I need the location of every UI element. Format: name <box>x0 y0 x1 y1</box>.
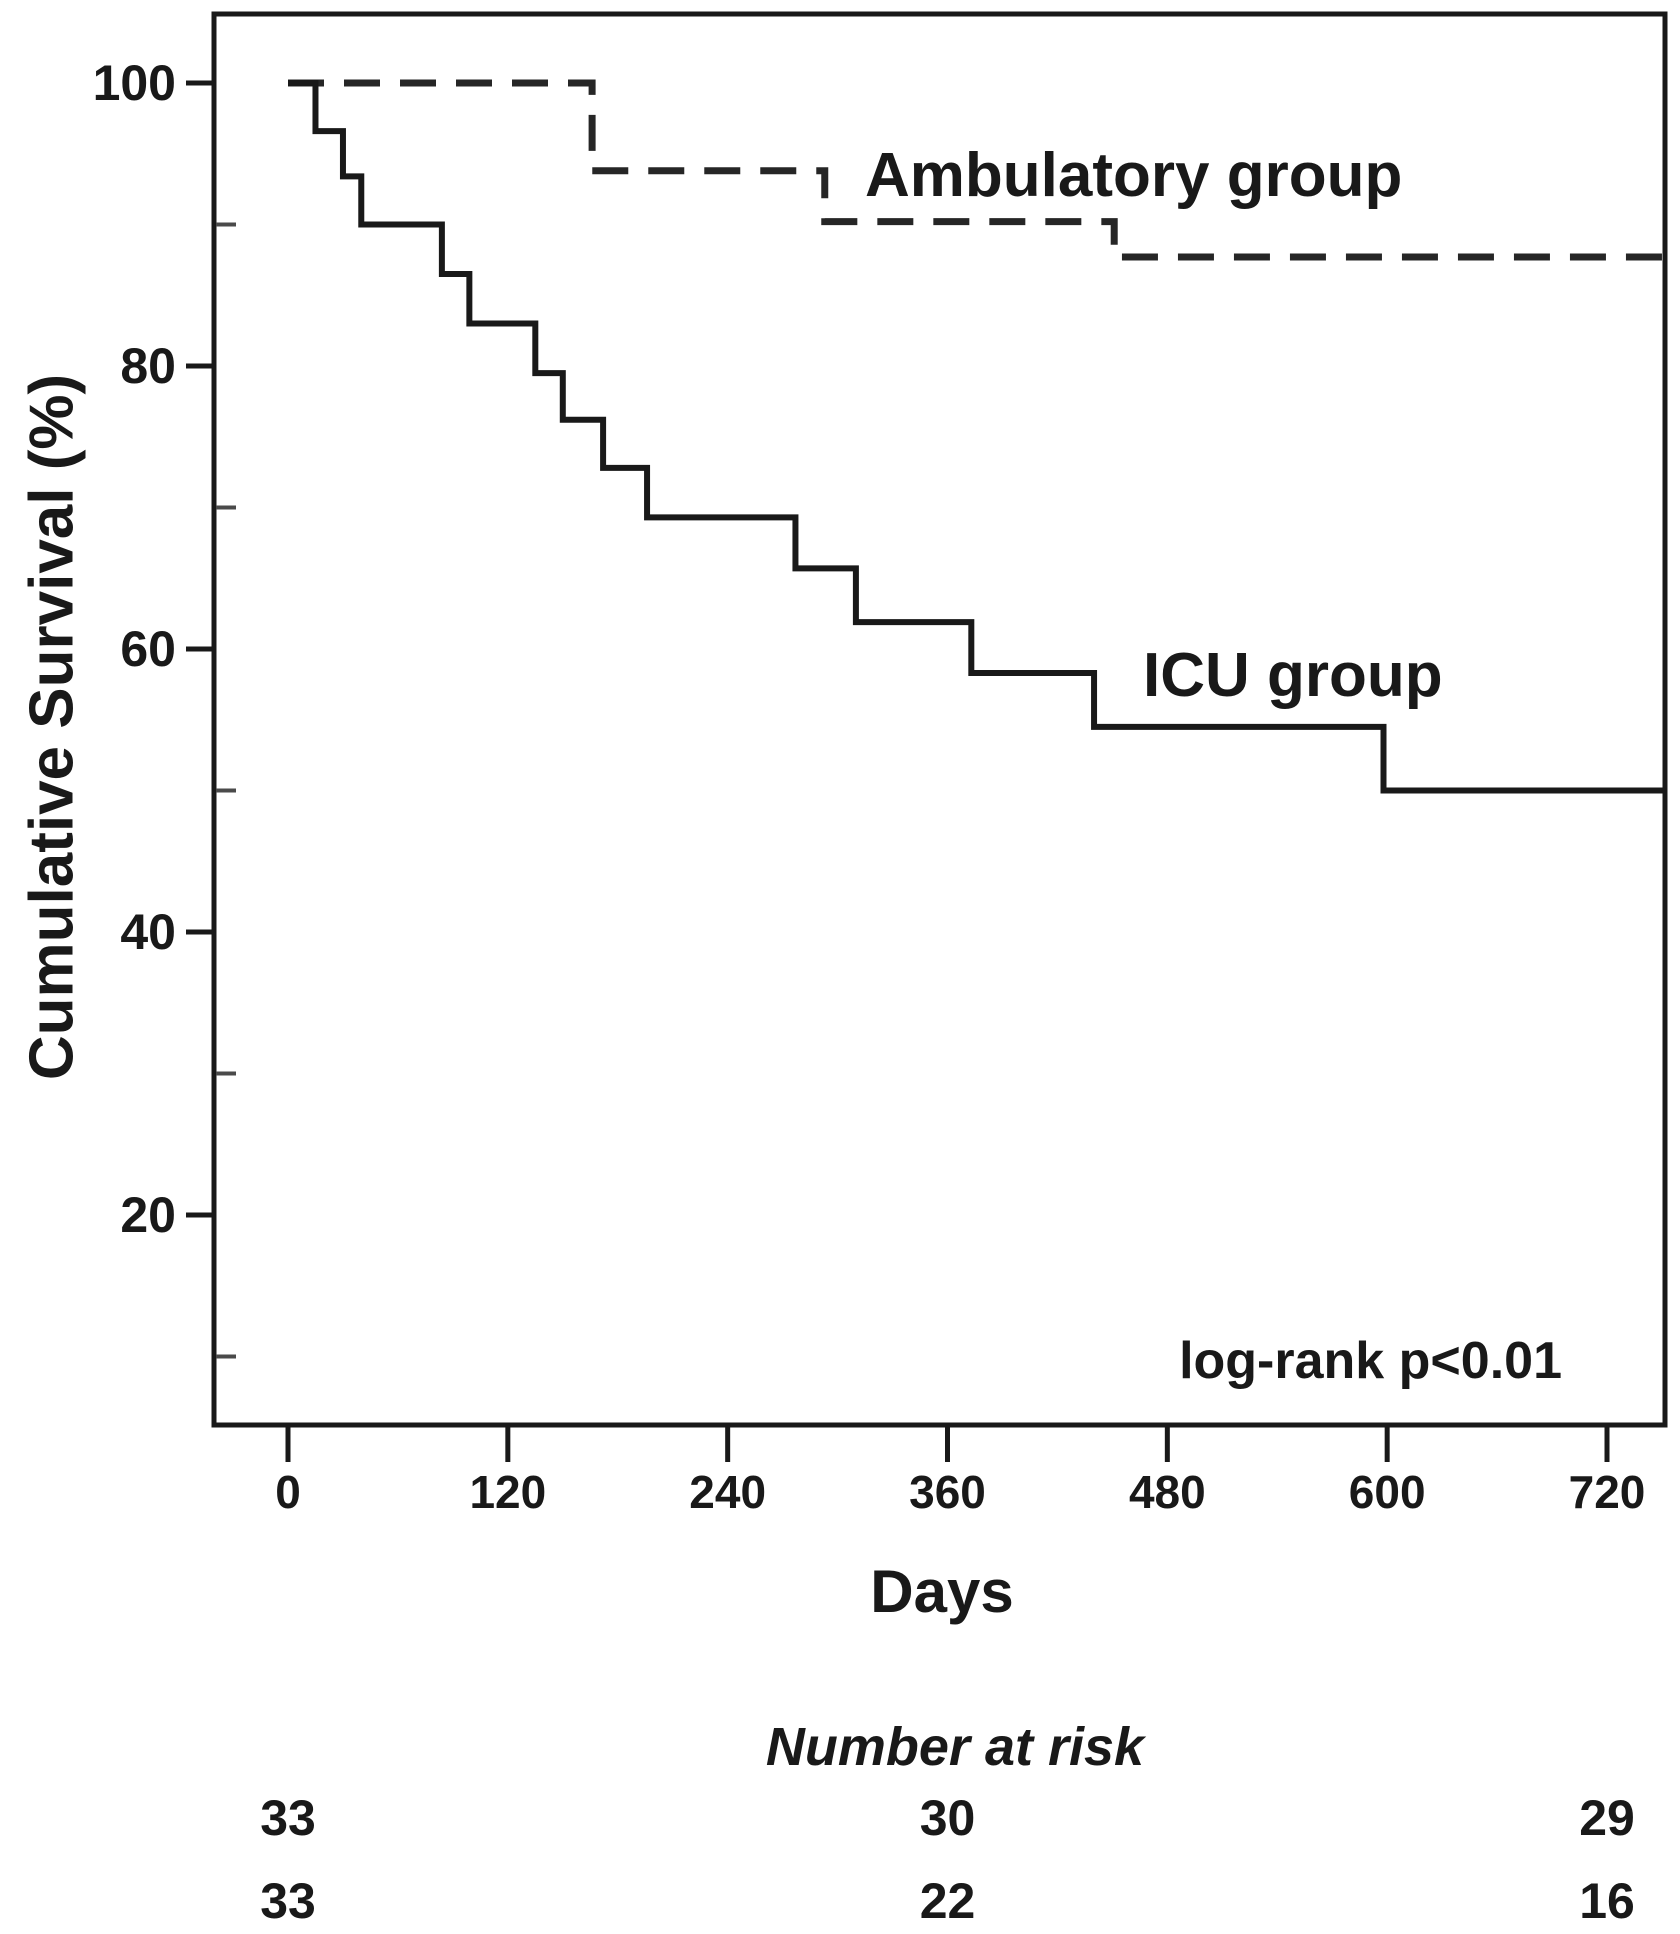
y-axis-minor-ticks <box>216 222 236 1359</box>
y-tick-label-100: 100 <box>93 55 176 111</box>
ambulatory-curve-label: Ambulatory group <box>865 141 1402 210</box>
x-tick-label-720: 720 <box>1569 1466 1646 1518</box>
x-tick-label-240: 240 <box>689 1466 766 1518</box>
risk-table-title: Number at risk <box>766 1717 1147 1777</box>
x-tick-label-0: 0 <box>275 1466 301 1518</box>
plot-box <box>211 11 1668 1428</box>
y-tick-label-60: 60 <box>120 621 176 677</box>
icu-curve-label: ICU group <box>1143 641 1443 710</box>
risk-count-row1-day0: 33 <box>260 1790 316 1846</box>
x-axis-major-ticks: 0 120 240 360 480 600 720 <box>275 1425 1645 1518</box>
y-tick-label-40: 40 <box>120 904 176 960</box>
x-tick-label-360: 360 <box>909 1466 986 1518</box>
risk-count-row1-day720: 29 <box>1579 1790 1635 1846</box>
y-tick-label-80: 80 <box>120 338 176 394</box>
ambulatory-curve <box>288 79 1666 261</box>
risk-count-row2-day0: 33 <box>260 1873 316 1929</box>
y-axis-title: Cumulative Survival (%) <box>18 374 87 1080</box>
y-axis-major-ticks: 100 80 60 40 20 <box>93 55 215 1243</box>
x-axis-title: Days <box>870 1558 1013 1625</box>
x-tick-label-120: 120 <box>469 1466 546 1518</box>
x-tick-label-600: 600 <box>1349 1466 1426 1518</box>
x-tick-label-480: 480 <box>1129 1466 1206 1518</box>
risk-count-row2-day360: 22 <box>920 1873 976 1929</box>
risk-count-row1-day360: 30 <box>920 1790 976 1846</box>
logrank-annotation: log-rank p<0.01 <box>1179 1332 1562 1390</box>
risk-count-row2-day720: 16 <box>1579 1873 1635 1929</box>
y-tick-label-20: 20 <box>120 1187 176 1243</box>
icu-curve <box>288 80 1666 794</box>
number-at-risk-table: 33 30 29 33 22 16 <box>260 1790 1635 1929</box>
